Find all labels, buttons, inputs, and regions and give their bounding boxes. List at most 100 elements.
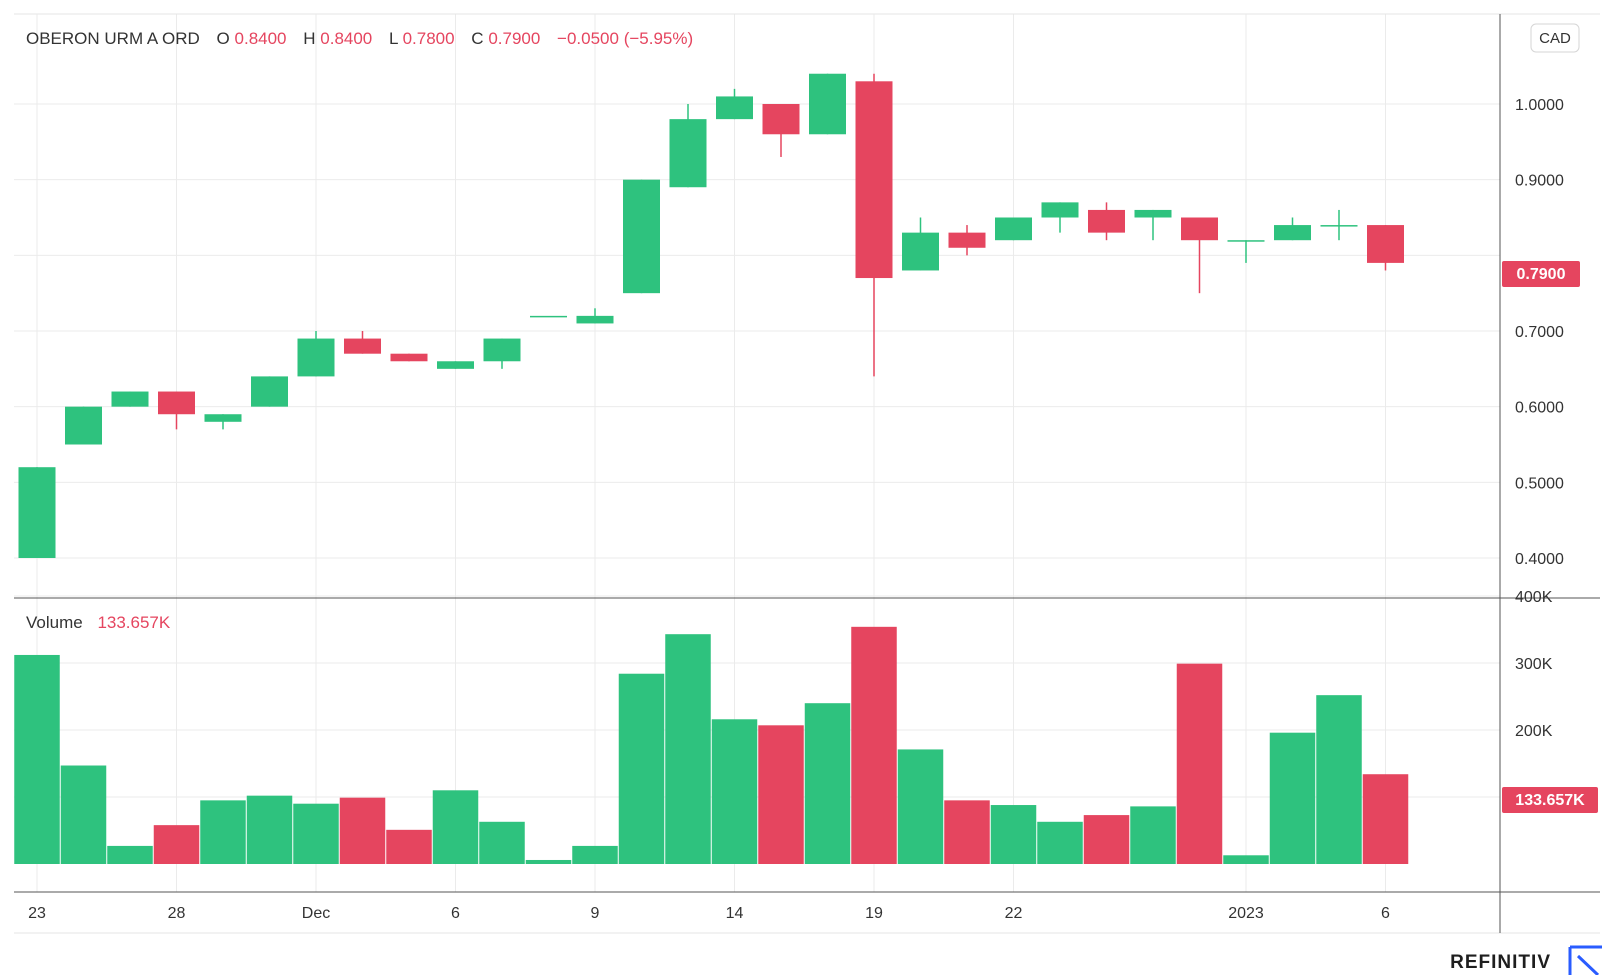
price-tick-label: 0.9000 xyxy=(1515,173,1564,190)
last-price-tag: 0.7900 xyxy=(1502,261,1580,287)
last-volume-tag-text: 133.657K xyxy=(1515,792,1585,809)
volume-bar xyxy=(1269,732,1316,864)
candle-body xyxy=(1367,225,1404,263)
volume-tick-label: 400K xyxy=(1515,589,1553,606)
candle xyxy=(111,391,149,407)
time-tick-label: 28 xyxy=(168,905,186,922)
high-label: H xyxy=(303,29,315,48)
last-price-tag-bg xyxy=(1502,261,1580,287)
low-label: L xyxy=(389,29,398,48)
refinitiv-logo: REFINITIV xyxy=(1450,945,1602,977)
candle-body xyxy=(948,232,986,248)
candle xyxy=(18,467,56,558)
volume-bar xyxy=(339,797,386,864)
candle-body xyxy=(1227,240,1265,242)
candle xyxy=(995,217,1032,241)
volume-bar xyxy=(153,825,200,864)
candle-body xyxy=(530,315,567,318)
candle xyxy=(669,104,707,188)
close-label: C xyxy=(471,29,483,48)
price-tick-label: 0.4000 xyxy=(1515,551,1564,568)
volume-legend: Volume 133.657K xyxy=(26,613,171,632)
volume-bar xyxy=(572,845,618,864)
volume-bar xyxy=(386,829,432,864)
candle xyxy=(902,217,939,271)
candle-body xyxy=(762,104,800,135)
candle xyxy=(390,353,428,362)
candle xyxy=(1320,209,1358,241)
candle-body xyxy=(995,217,1032,241)
candle-body xyxy=(251,376,288,407)
price-tick-label: 1.0000 xyxy=(1515,97,1564,114)
volume-bar xyxy=(1037,821,1083,864)
currency-label[interactable]: CAD xyxy=(1539,30,1571,47)
volume-value: 133.657K xyxy=(97,613,170,632)
time-tick-label: Dec xyxy=(302,905,330,922)
candle-body xyxy=(669,119,707,188)
volume-bar xyxy=(758,725,804,864)
time-axis[interactable]: 23 28 Dec 6 9 14 19 22 2023 6 xyxy=(28,905,1390,922)
price-tick-label: 0.5000 xyxy=(1515,475,1564,492)
candle-body xyxy=(1041,202,1079,218)
volume-bar xyxy=(665,634,711,864)
low-value: 0.7800 xyxy=(403,29,455,48)
candle-body xyxy=(390,353,428,362)
candle xyxy=(483,338,521,369)
candle-body xyxy=(437,361,474,369)
volume-label: Volume xyxy=(26,613,83,632)
candle xyxy=(1041,202,1079,233)
volume-bar xyxy=(60,765,107,864)
candle-body xyxy=(65,406,102,445)
candle-body xyxy=(1320,225,1358,227)
candle xyxy=(297,331,335,377)
candle-body xyxy=(855,81,893,279)
open-label: O xyxy=(217,29,230,48)
currency-button-frame[interactable] xyxy=(1530,23,1580,53)
candle-body xyxy=(111,391,149,407)
volume-bar xyxy=(1130,806,1176,864)
volume-tick-label: 200K xyxy=(1515,723,1553,740)
time-tick-label: 14 xyxy=(726,905,744,922)
volume-bar xyxy=(432,790,479,864)
candle-body xyxy=(1134,209,1172,218)
candle xyxy=(344,331,381,354)
candle-body xyxy=(1088,209,1125,233)
volume-bar xyxy=(944,800,990,864)
open-value: 0.8400 xyxy=(235,29,287,48)
volume-bar xyxy=(1362,774,1409,864)
candle-body xyxy=(204,414,242,422)
candle xyxy=(158,391,195,430)
candle-body xyxy=(809,73,846,135)
time-tick-label: 2023 xyxy=(1228,905,1264,922)
candle-body xyxy=(1181,217,1218,241)
candlestick-series xyxy=(18,73,1404,558)
candle xyxy=(530,315,567,318)
candle-body xyxy=(623,179,660,294)
volume-bar xyxy=(293,803,339,864)
volume-bar xyxy=(200,800,246,864)
candle-body xyxy=(158,391,195,415)
brand-name: REFINITIV xyxy=(1450,952,1551,973)
candle xyxy=(762,104,800,157)
volume-bar xyxy=(1083,815,1130,864)
price-axis[interactable]: 0.4000 0.5000 0.6000 0.7000 0.9000 1.0000 xyxy=(1515,97,1564,568)
volume-bar xyxy=(1316,695,1362,864)
price-tick-label: 0.7000 xyxy=(1515,324,1564,341)
candle xyxy=(65,406,102,445)
candle xyxy=(716,88,753,120)
candle xyxy=(251,376,288,407)
volume-bar xyxy=(618,673,665,864)
candle-body xyxy=(902,232,939,271)
candle xyxy=(1274,217,1311,241)
last-price-tag-text: 0.7900 xyxy=(1517,266,1566,283)
price-tick-label: 0.6000 xyxy=(1515,400,1564,417)
symbol-name: OBERON URM A ORD xyxy=(26,29,200,48)
volume-axis[interactable]: 100K200K300K400K xyxy=(1515,589,1553,807)
currency-button[interactable]: CAD xyxy=(1530,23,1580,53)
candle xyxy=(1088,202,1125,241)
volume-bar xyxy=(525,859,572,864)
candle xyxy=(623,179,660,294)
candle-body xyxy=(18,467,56,558)
